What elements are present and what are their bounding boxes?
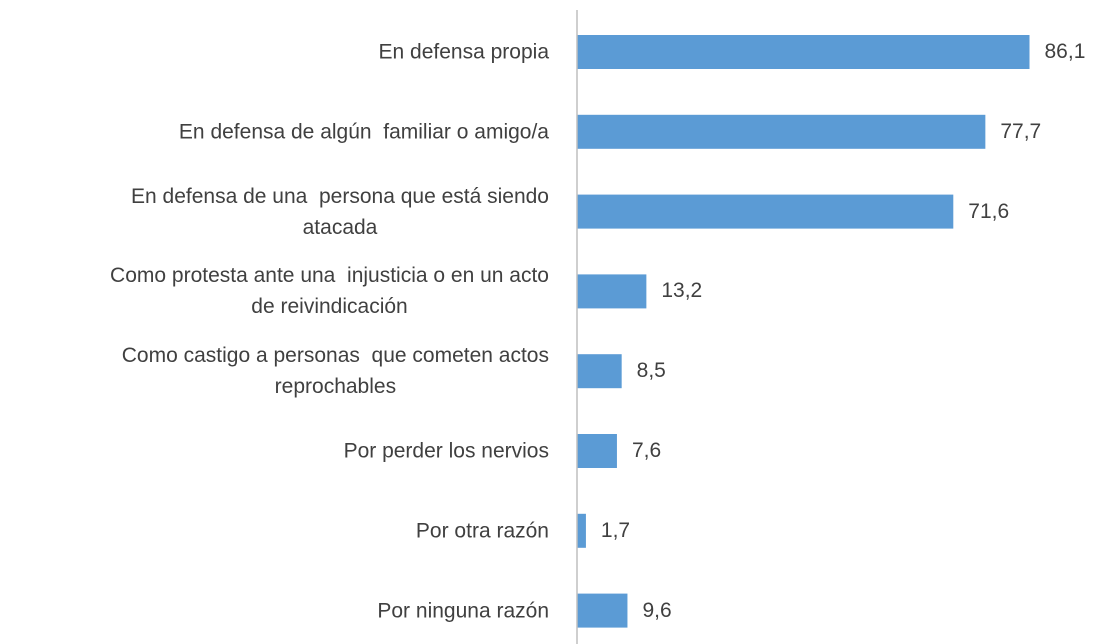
value-label: 1,7 <box>600 518 631 542</box>
value-label: 9,6 <box>642 598 672 622</box>
value-label: 71,6 <box>968 199 1010 223</box>
bar <box>577 434 617 468</box>
category-label: En defensa propia <box>378 40 549 64</box>
category-label: En defensa de una persona que está siend… <box>131 184 549 239</box>
category-label: Por perder los nervios <box>343 439 549 463</box>
bar <box>577 274 647 309</box>
value-label: 8,5 <box>636 359 666 383</box>
bar <box>577 513 586 548</box>
bar <box>577 354 622 389</box>
bar <box>577 35 1030 69</box>
value-label: 13,2 <box>661 279 703 303</box>
bar <box>577 194 954 229</box>
value-label: 77,7 <box>1000 119 1042 143</box>
category-label: Por ninguna razón <box>377 599 549 623</box>
category-label: Por otra razón <box>415 519 549 543</box>
value-label: 7,6 <box>631 439 662 462</box>
category-label: Como protesta ante una injusticia o en u… <box>110 264 549 319</box>
value-label: 86,1 <box>1044 40 1086 63</box>
bar <box>577 114 986 149</box>
category-label: Como castigo a personas que cometen acto… <box>121 344 549 399</box>
category-label: En defensa de algún familiar o amigo/a <box>178 120 549 144</box>
bar <box>577 593 628 628</box>
